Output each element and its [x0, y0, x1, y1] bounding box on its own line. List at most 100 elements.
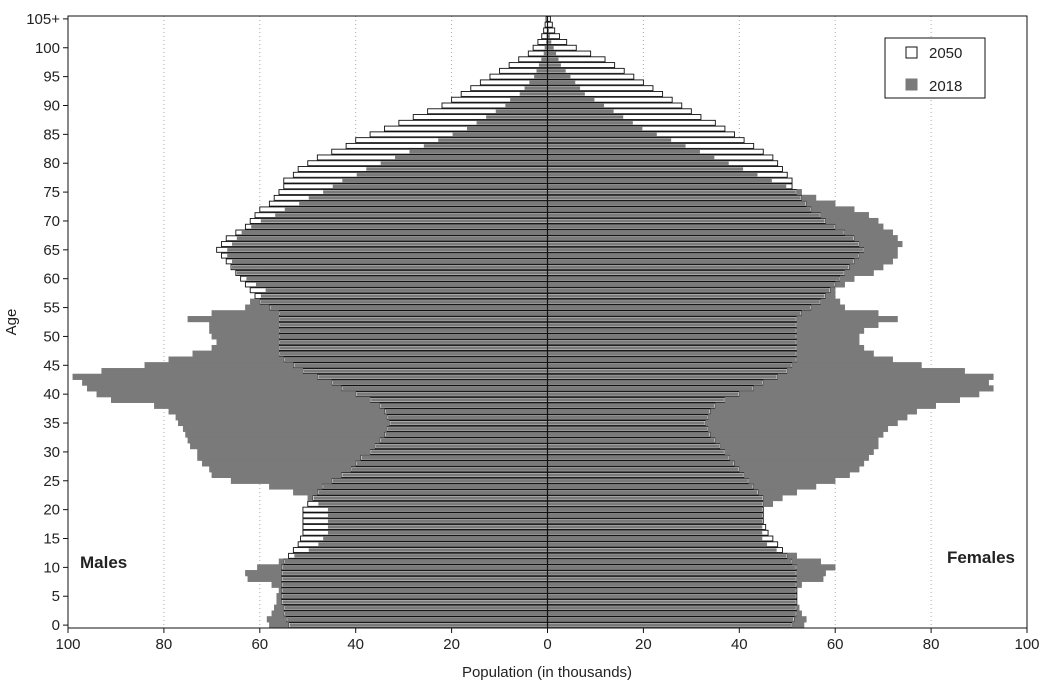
bar-2018-male-inner-age-95	[534, 74, 548, 79]
bar-2018-male-excess-age-9	[245, 570, 282, 577]
bar-2018-male-excess-age-53	[187, 316, 280, 323]
bar-2018-male-excess-age-31	[190, 443, 375, 450]
bar-2018-female-excess-age-57	[825, 293, 836, 300]
bar-2018-female-inner-age-84	[547, 138, 672, 142]
bar-2018-female-excess-age-53	[796, 316, 898, 323]
bar-2018-female-excess-age-51	[796, 327, 865, 334]
y-tick-label: 85	[43, 126, 60, 143]
bar-2018-male-excess-age-45	[144, 362, 294, 369]
bar-2018-female-inner-age-43	[547, 375, 777, 379]
bar-2018-male-inner-age-81	[395, 155, 548, 160]
bar-2018-male-excess-age-28	[202, 460, 356, 467]
y-tick-label: 55	[43, 300, 60, 317]
bar-2018-male-excess-age-50	[211, 333, 280, 340]
bar-2018-female-inner-age-90	[547, 103, 605, 108]
bar-2018-male-excess-age-52	[209, 321, 280, 328]
bar-2018-female-excess-age-58	[830, 287, 836, 294]
bar-2018-male-inner-age-30	[371, 450, 548, 454]
bar-2018-male-inner-age-101	[546, 40, 548, 44]
bar-2018-male-excess-age-7	[271, 581, 282, 588]
bar-2018-female-inner-age-6	[547, 588, 796, 593]
bar-2018-male-inner-age-91	[510, 98, 548, 102]
bar-2018-male-inner-age-7	[282, 583, 548, 587]
bar-2018-female-inner-age-9	[547, 571, 796, 575]
bar-2018-male-excess-age-35	[178, 420, 390, 427]
bar-2018-male-excess-age-6	[278, 587, 282, 594]
bar-2018-female-inner-age-25	[547, 479, 748, 483]
bar-2018-female-inner-age-54	[547, 311, 801, 316]
bar-2018-male-excess-age-37	[168, 408, 385, 415]
bar-2018-male-inner-age-46	[284, 357, 548, 362]
bar-2018-female-excess-age-47	[796, 350, 874, 357]
legend: 2050 2018	[884, 37, 986, 99]
bar-2018-female-inner-age-61	[547, 271, 844, 275]
legend-swatch-2018	[905, 78, 918, 91]
bar-2018-female-excess-age-70	[825, 217, 879, 224]
bar-2018-female-inner-age-75	[547, 190, 796, 194]
bar-2018-female-excess-age-37	[710, 408, 917, 415]
bar-2018-male-inner-age-100	[544, 46, 548, 50]
y-tick-label: 35	[43, 415, 60, 432]
bar-2018-male-inner-age-88	[486, 115, 548, 119]
bar-2018-male-inner-age-90	[505, 103, 548, 108]
x-tick-label: 60	[251, 636, 268, 653]
bar-2018-female-excess-age-29	[729, 454, 869, 461]
bar-2018-female-excess-age-72	[811, 206, 855, 213]
y-tick-label: 5	[52, 588, 60, 605]
bar-2018-female-inner-age-95	[547, 74, 571, 79]
bar-2018-female-inner-age-46	[547, 357, 796, 362]
bar-2018-female-inner-age-3	[547, 606, 796, 610]
bar-2018-male-inner-age-77	[342, 178, 548, 183]
bar-2018-female-inner-age-82	[547, 149, 700, 154]
bar-2018-female-inner-age-41	[547, 386, 753, 391]
bar-2018-male-inner-age-20	[327, 507, 548, 512]
bar-2018-female-excess-age-21	[763, 500, 773, 507]
bar-2018-female-inner-age-67	[547, 236, 854, 240]
bar-2018-male-inner-age-44	[303, 369, 548, 373]
bar-2018-female-inner-age-1	[547, 617, 794, 622]
bar-2018-male-inner-age-4	[282, 600, 548, 604]
y-tick-label: 10	[43, 559, 60, 576]
y-axis-title: Age	[3, 309, 20, 336]
bar-2018-female-inner-age-45	[547, 363, 792, 367]
bar-2018-male-inner-age-92	[519, 92, 548, 96]
bar-2018-female-excess-age-50	[796, 333, 860, 340]
bar-2018-male-inner-age-24	[323, 484, 548, 489]
females-label: Females	[947, 548, 1015, 567]
bar-2018-female-excess-age-75	[796, 189, 802, 196]
bar-2018-female-inner-age-38	[547, 404, 715, 408]
bar-2018-male-excess-age-25	[230, 477, 332, 484]
bar-2018-female-inner-age-70	[547, 219, 825, 223]
legend-label-2018: 2018	[929, 78, 962, 95]
bar-2018-female-excess-age-54	[801, 310, 879, 317]
y-tick-label: 65	[43, 242, 60, 259]
bar-2018-male-inner-age-19	[327, 513, 548, 518]
bar-2018-male-inner-age-70	[260, 219, 548, 223]
bar-2018-female-inner-age-11	[547, 559, 792, 564]
bar-2018-female-excess-age-73	[806, 200, 836, 207]
bar-2018-female-inner-age-92	[547, 92, 585, 96]
bar-2018-female-excess-age-74	[801, 194, 817, 201]
bar-2018-female-inner-age-68	[547, 230, 844, 235]
bar-2018-female-inner-age-56	[547, 300, 820, 304]
bar-2018-female-inner-age-4	[547, 600, 796, 604]
bar-2018-male-excess-age-41	[87, 385, 342, 392]
bar-2018-male-inner-age-38	[380, 404, 548, 408]
bar-2018-male-inner-age-61	[236, 271, 548, 275]
bar-2018-male-inner-age-37	[385, 409, 548, 414]
bar-2018-male-inner-age-58	[265, 288, 548, 292]
bar-2018-female-inner-age-15	[547, 536, 763, 541]
bar-2018-male-inner-age-43	[318, 375, 548, 379]
bar-2018-female-inner-age-36	[547, 415, 708, 419]
bar-2018-male-excess-age-11	[278, 558, 284, 565]
bar-2018-male-inner-age-63	[232, 259, 548, 264]
y-axis-ticks: 0 5 10 15 20 25 30 35 40 45 50 55 60 65 70 75 80 85 90 95 10…	[26, 11, 68, 634]
bar-2018-male-inner-age-45	[294, 363, 548, 367]
bar-2018-female-inner-age-80	[547, 161, 729, 165]
y-tick-label: 105+	[26, 11, 60, 28]
bar-2018-female-excess-age-61	[844, 269, 874, 276]
bar-2018-female-inner-age-71	[547, 213, 820, 217]
bar-2018-male-inner-age-82	[409, 149, 548, 154]
bar-2018-male-excess-age-43	[72, 373, 318, 380]
